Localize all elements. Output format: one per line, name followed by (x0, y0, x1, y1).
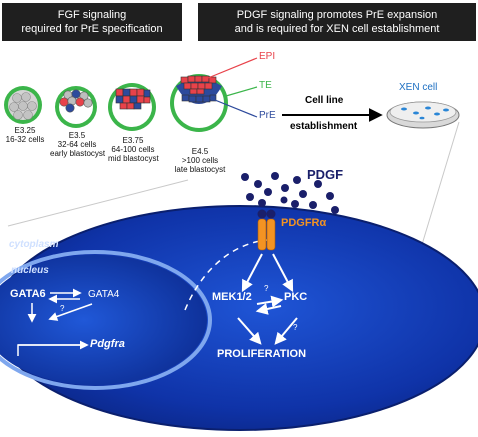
stage-label-e35: E3.5 32-64 cells early blastocyst (50, 131, 106, 158)
header-pdgf-signaling: PDGF signaling promotes PrE expansion an… (198, 3, 476, 41)
embryo-e35 (55, 86, 97, 128)
arrow-mek-proliferation (237, 317, 262, 345)
xen-dish (386, 101, 460, 129)
cytoplasm-label: cytoplasm (9, 239, 59, 250)
embryo-e45 (170, 74, 228, 132)
zoom-line-left (7, 179, 189, 227)
gata4-label: GATA4 (88, 289, 120, 300)
stage-label-e325: E3.25 16-32 cells (5, 126, 45, 144)
xen-cell-label: XEN cell (399, 82, 438, 93)
stage-e45-desc: late blastocyst (174, 165, 226, 174)
label-pre: PrE (259, 110, 276, 121)
pdgfra-gene-label: Pdgfra (90, 338, 125, 350)
mek-label: MEK1/2 (212, 291, 252, 303)
header-pdgf-line2: and is required for XEN cell establishme… (234, 23, 440, 35)
header-fgf-line2: required for PrE specification (21, 23, 163, 35)
arrow-receptor-mek (241, 253, 263, 293)
establishment-label: establishment (290, 121, 358, 132)
pathway-unknown-2: ? (293, 323, 298, 332)
label-epi: EPI (259, 51, 276, 62)
stage-e375-cells: 64-100 cells (111, 145, 155, 154)
pathway-unknown-1: ? (264, 284, 269, 293)
pkc-label: PKC (284, 291, 308, 303)
stage-label-e375: E3.75 64-100 cells mid blastocyst (108, 136, 159, 163)
arrow-receptor-pkc (272, 253, 294, 293)
cell-line-label: Cell line (305, 95, 344, 106)
nuclear-unknown-label: ? (60, 304, 65, 313)
nucleus-envelope (0, 250, 212, 390)
label-te: TE (259, 80, 272, 91)
pre-pointer (209, 97, 258, 118)
epi-pointer (207, 57, 258, 79)
pdgfra-label: PDGFRα (281, 217, 327, 229)
stage-e35-desc: early blastocyst (50, 149, 106, 158)
header-fgf-signaling: FGF signaling required for PrE specifica… (2, 3, 182, 41)
stage-e45-cells: >100 cells (181, 156, 219, 165)
stage-label-e45: E4.5 >100 cells late blastocyst (172, 147, 228, 174)
header-fgf-line1: FGF signaling (57, 9, 127, 21)
gata6-label: GATA6 (10, 288, 46, 300)
arrow-pkc-mek (255, 303, 282, 315)
stage-e35-name: E3.5 (68, 131, 86, 140)
proliferation-label: PROLIFERATION (217, 348, 307, 360)
arrow-gata4-unknown (48, 303, 93, 321)
pdgf-ligands (241, 172, 339, 214)
embryo-e325 (4, 86, 42, 124)
embryo-e375 (108, 83, 156, 131)
nucleus-body (0, 255, 207, 385)
stage-e375-desc: mid blastocyst (108, 154, 159, 163)
header-pdgf-line1: PDGF signaling promotes PrE expansion (236, 9, 438, 21)
stage-e325-cells: 16-32 cells (5, 135, 45, 144)
pdgf-label: PDGF (307, 167, 344, 182)
arrow-pkc-proliferation (274, 317, 298, 345)
te-pointer (225, 86, 258, 97)
stage-e375-name: E3.75 (122, 136, 144, 145)
nucleus-label: nucleus (11, 265, 49, 276)
stage-e45-name: E4.5 (191, 147, 209, 156)
stage-e35-cells: 32-64 cells (57, 140, 97, 149)
pdgfra-receptor (257, 209, 276, 251)
stage-e325-name: E3.25 (14, 126, 36, 135)
